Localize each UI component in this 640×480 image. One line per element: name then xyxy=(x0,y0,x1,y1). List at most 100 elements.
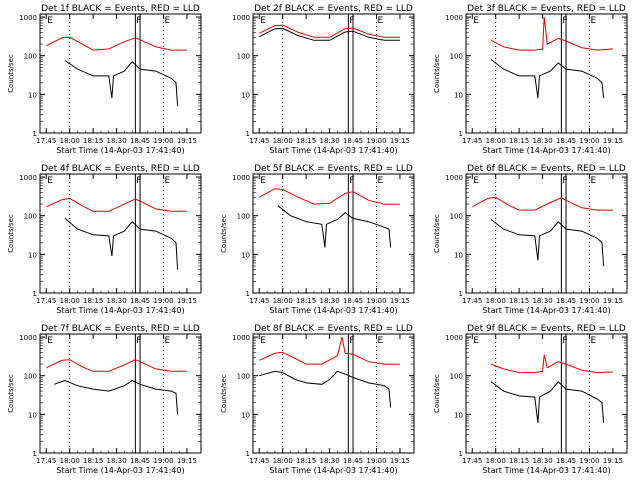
marker-f: F xyxy=(136,16,141,26)
plot-frame xyxy=(39,13,202,134)
y-tick-label: 1 xyxy=(459,290,463,298)
x-tick-label: 19:00 xyxy=(366,137,386,145)
plot-frame xyxy=(252,173,415,294)
series-events xyxy=(490,380,605,423)
series-events xyxy=(53,379,179,415)
x-tick-label: 18:30 xyxy=(532,457,552,465)
x-tick-label: 18:00 xyxy=(273,297,293,305)
panel-det-5: Det 5f BLACK = Events, RED = LLD Counts/s… xyxy=(220,164,415,315)
y-tick-label: 10 xyxy=(454,411,463,419)
marker-f: F xyxy=(562,176,567,186)
marker-e: E xyxy=(590,336,596,346)
marker-e: E xyxy=(377,16,383,26)
plot-frame xyxy=(252,333,415,454)
x-tick-label: 18:15 xyxy=(83,457,103,465)
plot-frame xyxy=(39,333,202,454)
marker-e: E xyxy=(377,176,383,186)
x-tick-label: 18:15 xyxy=(509,297,529,305)
panel-title: Det 6f BLACK = Events, RED = LLD xyxy=(467,164,626,174)
y-tick-label: 1 xyxy=(33,130,37,138)
plot-frame xyxy=(465,333,628,454)
x-tick-label: 19:00 xyxy=(153,137,173,145)
y-tick-label: 10 xyxy=(241,411,250,419)
x-tick-label: 18:30 xyxy=(106,297,126,305)
y-axis-label: Counts/sec xyxy=(7,214,15,253)
panel-det-1: Det 1f BLACK = Events, RED = LLD Counts/s… xyxy=(7,4,202,155)
y-tick-label: 1 xyxy=(246,290,250,298)
panel-title: Det 1f BLACK = Events, RED = LLD xyxy=(41,4,200,14)
marker-e: E xyxy=(164,176,170,186)
series-events xyxy=(259,370,392,408)
panel-title: Det 2f BLACK = Events, RED = LLD xyxy=(254,4,413,14)
x-tick-label: 18:30 xyxy=(319,137,339,145)
marker-e: E xyxy=(473,16,479,26)
x-axis-label: Start Time (14-Apr-03 17:41:40) xyxy=(269,146,397,155)
x-tick-label: 19:15 xyxy=(603,457,623,465)
panel-title: Det 5f BLACK = Events, RED = LLD xyxy=(254,164,413,174)
x-tick-label: 17:45 xyxy=(462,137,482,145)
x-tick-label: 19:00 xyxy=(579,137,599,145)
marker-f: F xyxy=(349,176,354,186)
panel-title: Det 8f BLACK = Events, RED = LLD xyxy=(254,324,413,334)
x-tick-label: 17:45 xyxy=(36,297,56,305)
x-tick-label: 19:15 xyxy=(390,297,410,305)
x-tick-label: 18:00 xyxy=(60,457,80,465)
x-tick-label: 18:45 xyxy=(343,297,363,305)
x-tick-label: 18:30 xyxy=(532,297,552,305)
plot-frame xyxy=(465,173,628,294)
series-lld xyxy=(490,354,613,374)
x-axis-label: Start Time (14-Apr-03 17:41:40) xyxy=(269,466,397,475)
panel-det-2: Det 2f BLACK = Events, RED = LLD 1 10 100 10… xyxy=(232,4,415,155)
x-tick-label: 17:45 xyxy=(36,457,56,465)
x-tick-label: 19:00 xyxy=(366,457,386,465)
x-tick-label: 19:00 xyxy=(153,457,173,465)
y-tick-label: 100 xyxy=(450,373,463,381)
y-tick-label: 10 xyxy=(241,91,250,99)
marker-e: E xyxy=(590,176,596,186)
series-lld xyxy=(46,197,187,212)
panel-det-6: Det 6f BLACK = Events, RED = LLD Counts/s… xyxy=(433,164,628,315)
panel-det-9: Det 9f BLACK = Events, RED = LLD Counts/s… xyxy=(433,324,628,475)
y-tick-label: 10 xyxy=(28,251,37,259)
x-tick-label: 18:30 xyxy=(319,297,339,305)
y-tick-label: 1 xyxy=(33,290,37,298)
x-tick-label: 19:15 xyxy=(390,457,410,465)
x-axis-label: Start Time (14-Apr-03 17:41:40) xyxy=(482,306,610,315)
marker-f: F xyxy=(349,336,354,346)
series-lld xyxy=(259,24,400,38)
y-tick-label: 10 xyxy=(28,91,37,99)
x-tick-label: 19:15 xyxy=(390,137,410,145)
marker-f: F xyxy=(562,336,567,346)
x-tick-label: 18:00 xyxy=(486,457,506,465)
x-axis-label: Start Time (14-Apr-03 17:41:40) xyxy=(56,466,184,475)
panel-title: Det 4f BLACK = Events, RED = LLD xyxy=(41,164,200,174)
y-tick-label: 100 xyxy=(237,213,250,221)
x-tick-label: 19:00 xyxy=(153,297,173,305)
marker-e: E xyxy=(260,176,266,186)
panel-title: Det 7f BLACK = Events, RED = LLD xyxy=(41,324,200,334)
panel-det-3: Det 3f BLACK = Events, RED = LLD Counts/s… xyxy=(433,4,628,155)
marker-f: F xyxy=(136,176,141,186)
y-tick-label: 10 xyxy=(454,91,463,99)
marker-e: E xyxy=(260,336,266,346)
panel-det-4: Det 4f BLACK = Events, RED = LLD Counts/s… xyxy=(7,164,202,315)
series-lld xyxy=(46,359,187,372)
x-tick-label: 19:15 xyxy=(177,457,197,465)
y-axis-label: Counts/sec xyxy=(433,54,441,93)
panel-det-7: Det 7f BLACK = Events, RED = LLD Counts/s… xyxy=(7,324,202,475)
y-tick-label: 100 xyxy=(450,213,463,221)
x-tick-label: 18:45 xyxy=(556,297,576,305)
y-tick-label: 1000 xyxy=(445,14,463,22)
marker-e: E xyxy=(377,336,383,346)
series-lld xyxy=(490,17,613,51)
x-tick-label: 19:00 xyxy=(366,297,386,305)
x-tick-label: 18:45 xyxy=(556,457,576,465)
marker-e: E xyxy=(47,336,53,346)
y-tick-label: 100 xyxy=(24,53,37,61)
y-tick-label: 10 xyxy=(28,411,37,419)
x-tick-label: 19:00 xyxy=(579,297,599,305)
x-tick-label: 18:00 xyxy=(273,137,293,145)
series-lld xyxy=(259,188,400,205)
x-tick-label: 18:45 xyxy=(130,297,150,305)
